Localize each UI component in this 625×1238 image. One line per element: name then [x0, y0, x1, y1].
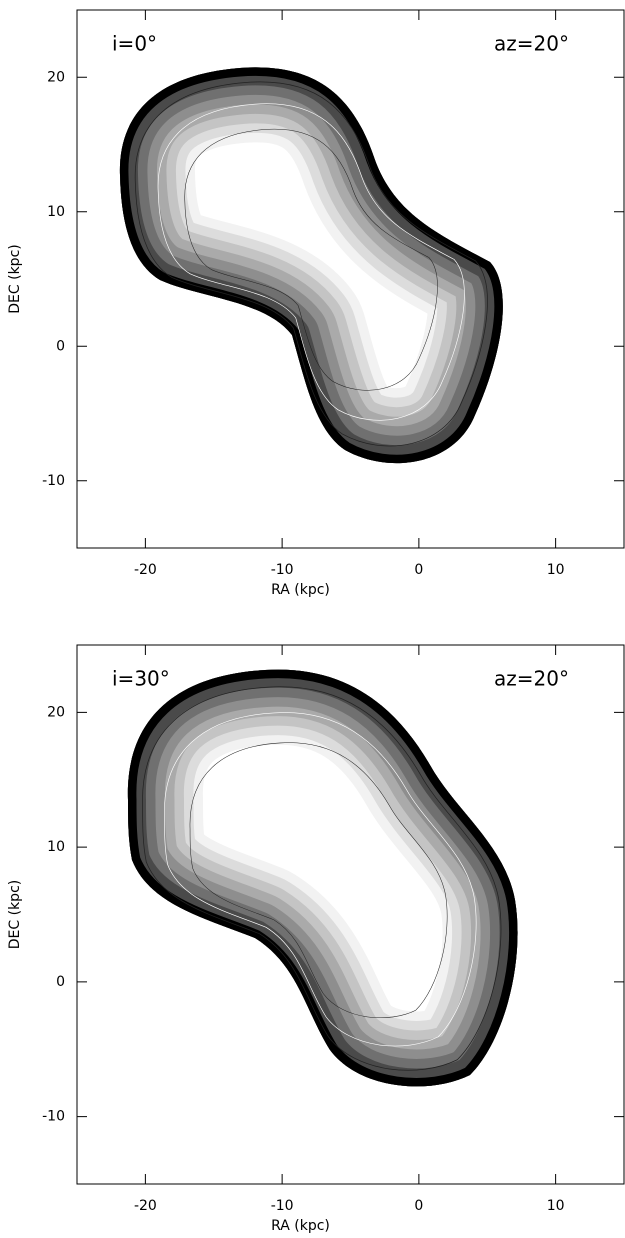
y-tick-label: -10 — [42, 1109, 65, 1125]
y-axis-label: DEC (kpc) — [7, 880, 23, 949]
x-axis-label: RA (kpc) — [271, 1218, 330, 1234]
x-tick-label: -10 — [271, 1198, 294, 1214]
y-tick-label: -10 — [42, 473, 65, 489]
annotation: i=0° — [112, 32, 157, 56]
intensity-map — [120, 67, 503, 463]
y-tick-label: 20 — [47, 704, 65, 720]
x-tick-label: -20 — [134, 562, 157, 578]
annotation: i=30° — [112, 667, 170, 691]
figure: -20 -10 0 10 -10 0 10 20 RA (kpc) DEC (kpc) i=0° az… — [0, 0, 625, 1234]
x-tick-label: 0 — [414, 562, 423, 578]
x-tick-label: -20 — [134, 1198, 157, 1214]
x-tick-label: 10 — [547, 562, 565, 578]
y-tick-label: 10 — [47, 204, 65, 220]
intensity-map — [128, 670, 518, 1087]
x-tick-label: 10 — [547, 1198, 565, 1214]
annotation: az=20° — [494, 667, 569, 691]
x-axis-label: RA (kpc) — [271, 582, 330, 598]
y-tick-label: 10 — [47, 839, 65, 855]
x-tick-label: -10 — [271, 562, 294, 578]
y-axis-label: DEC (kpc) — [7, 244, 23, 313]
page: {"chart_data": [ {"type": "contour", "xl… — [0, 0, 625, 1234]
x-tick-label: 0 — [414, 1198, 423, 1214]
map-bands — [120, 67, 503, 463]
y-tick-label: 0 — [56, 338, 65, 354]
y-tick-label: 0 — [56, 974, 65, 990]
annotation: az=20° — [494, 32, 569, 56]
y-tick-label: 20 — [47, 69, 65, 85]
